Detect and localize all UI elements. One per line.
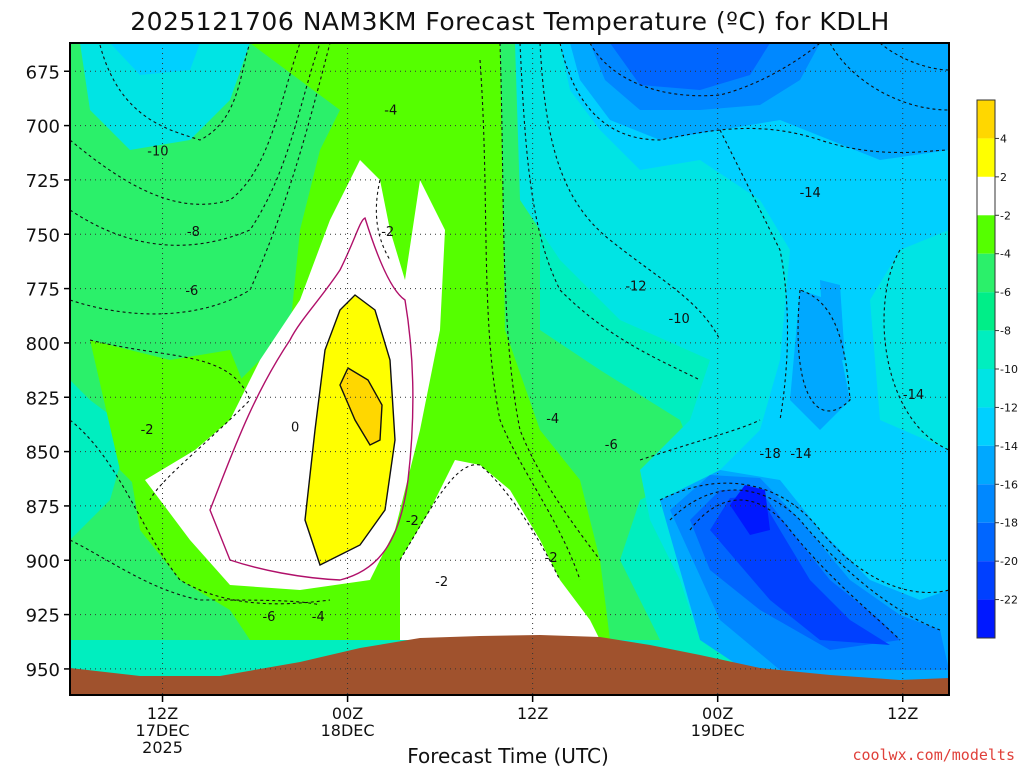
band-minus-16-cell-2 <box>820 280 845 360</box>
contour-label: -10 <box>669 312 690 327</box>
band-lower-right-below-minus-22 <box>730 485 770 535</box>
contour-label: -2 <box>406 514 419 529</box>
contour-label: -8 <box>187 225 200 240</box>
colorbar-swatch <box>977 176 995 216</box>
x-tick-label: 12Z <box>887 704 918 723</box>
colorbar-swatch <box>977 330 995 369</box>
y-tick-label: 700 <box>26 117 60 138</box>
colorbar-label: 4 <box>1000 132 1007 145</box>
contour-label: -6 <box>605 438 618 453</box>
colorbar-swatch <box>977 522 995 562</box>
positive-contours <box>209 217 414 581</box>
plot-frame <box>69 42 950 696</box>
colorbar-label: -22 <box>1000 594 1018 607</box>
band-minus-2-to-2-lower <box>400 460 600 640</box>
colorbar-label: -2 <box>1000 209 1011 222</box>
y-tick-label: 925 <box>26 606 60 627</box>
contour-label: -14 <box>800 186 821 201</box>
colorbar-swatch <box>977 561 995 600</box>
band-upper-left-cyan <box>80 43 250 150</box>
credit-text: coolwx.com/modelts <box>852 746 1015 764</box>
y-axis: 675 700 725 750 775 800 825 850 875 900 925 950 <box>26 62 70 681</box>
y-tick-label: 775 <box>26 280 60 301</box>
contour-label: -12 <box>625 279 646 294</box>
band-minus-22-upper <box>610 43 770 90</box>
contour-label: -2 <box>435 575 448 590</box>
plot-area: -10 -8 -6 -2 0 -4 -2 -2 -2 -6 -4 -2 -4 -6 -12 -10 -14 -14… <box>70 43 949 695</box>
contour-label: -10 <box>147 145 168 160</box>
contour-label: -4 <box>312 610 325 625</box>
colorbar-label: -10 <box>1000 363 1018 376</box>
x-axis-label: Forecast Time (UTC) <box>407 744 609 768</box>
colorbar-label: -14 <box>1000 440 1018 453</box>
contour-lines <box>70 43 949 641</box>
band-minus-4-to-minus-2 <box>90 340 250 500</box>
contour-label: -6 <box>262 610 275 625</box>
colorbar-label: -6 <box>1000 286 1011 299</box>
y-tick-label: 850 <box>26 443 60 464</box>
x-tick-label: 2025 <box>142 738 183 757</box>
colorbar-label: -12 <box>1000 401 1018 414</box>
x-tick-label: 19DEC <box>691 721 745 740</box>
band-minus-16-to-minus-14 <box>560 43 949 650</box>
colorbar-swatch <box>977 100 995 139</box>
x-tick-label: 00Z <box>702 704 733 723</box>
colorbar-label: -8 <box>1000 325 1011 338</box>
contour-label: -4 <box>384 103 397 118</box>
y-tick-label: 750 <box>26 225 60 246</box>
chart-title: 2025121706 NAM3KM Forecast Temperature (… <box>130 7 890 36</box>
colorbar-label: -20 <box>1000 555 1018 568</box>
colorbar-swatch <box>977 369 995 408</box>
band-2-to-4 <box>305 295 395 565</box>
y-tick-label: 900 <box>26 551 60 572</box>
y-tick-label: 725 <box>26 171 60 192</box>
contour-label: -14 <box>903 388 924 403</box>
y-tick-label: 675 <box>26 62 60 83</box>
y-tick-label: 825 <box>26 388 60 409</box>
colorbar-swatch <box>977 215 995 254</box>
contour-labels: -10 -8 -6 -2 0 -4 -2 -2 -2 -6 -4 -2 -4 -6 -12 -10 -14 -14… <box>141 103 925 625</box>
colorbar-swatch <box>977 292 995 331</box>
colorbar-label: -18 <box>1000 517 1018 530</box>
y-tick-label: 950 <box>26 660 60 681</box>
contour-label: -14 <box>790 447 811 462</box>
colorbar-label: -16 <box>1000 478 1018 491</box>
vertical-grid <box>162 43 904 695</box>
colorbar-swatch <box>977 445 995 485</box>
band-upper-left-blue <box>110 43 200 75</box>
contour-label: -2 <box>141 423 154 438</box>
contour-label: -6 <box>185 284 198 299</box>
colorbar-label: -4 <box>1000 248 1011 261</box>
x-tick-label: 12Z <box>147 704 178 723</box>
contour-label: 0 <box>291 421 299 436</box>
terrain <box>70 635 949 695</box>
contour-label: -2 <box>381 225 394 240</box>
x-tick-label: 17DEC <box>136 721 190 740</box>
x-tick-label: 12Z <box>517 704 548 723</box>
colorbar-swatch <box>977 599 995 638</box>
colorbar-swatch <box>977 407 995 446</box>
contour-label: -4 <box>546 412 559 427</box>
colorbar: 4 2 -2 -4 -6 -8 -10 -12 -14 -16 -18 -20 -22 <box>976 99 1018 639</box>
contour-label: -18 <box>759 447 780 462</box>
colorbar-label: 2 <box>1000 171 1007 184</box>
colorbar-swatch <box>977 138 995 177</box>
x-tick-label: 18DEC <box>321 721 375 740</box>
colorbar-swatch <box>977 253 995 293</box>
x-tick-label: 00Z <box>332 704 363 723</box>
y-tick-label: 875 <box>26 497 60 518</box>
y-tick-label: 800 <box>26 334 60 355</box>
contour-label: -2 <box>545 551 558 566</box>
colorbar-swatch <box>977 484 995 523</box>
